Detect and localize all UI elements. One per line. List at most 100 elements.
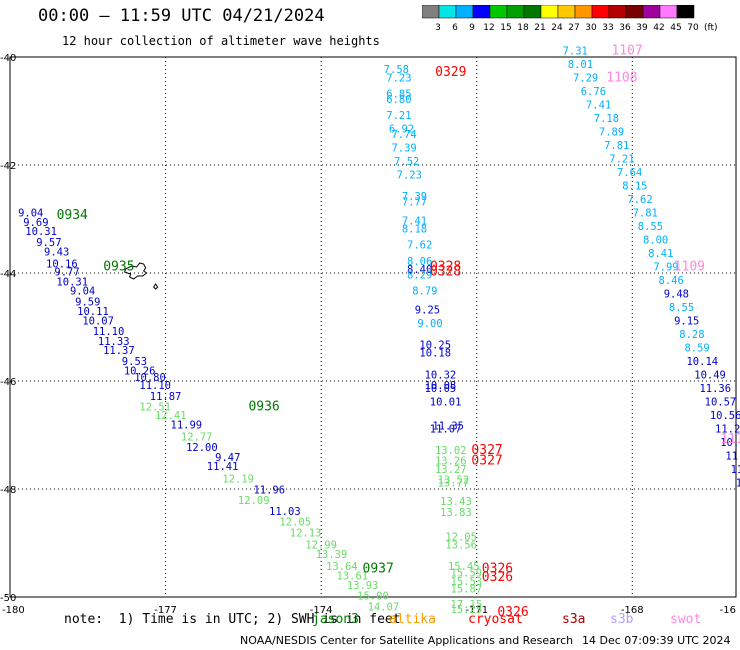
scale-label: 15 [500,23,511,33]
satellite-legend-swot: swot [670,612,702,627]
wave-height-label: 7.41 [402,215,427,227]
wave-height-label: 11.87 [150,391,182,403]
wave-height-label: 9.04 [18,207,43,219]
pass-time-label: 0327 [471,454,502,469]
pass-time-label: 0326 [497,605,528,620]
wave-height-label: 10.01 [720,437,740,449]
wave-height-label: 10.16 [46,259,78,271]
scale-label: 30 [585,23,597,33]
wave-height-label: 7.52 [394,156,419,168]
wave-height-label: 12.19 [222,474,254,486]
wave-height-label: 11.33 [98,336,130,348]
wave-height-label: 8.55 [669,302,694,314]
wave-height-label: 7.21 [386,110,411,122]
wave-height-label: 11.96 [253,484,285,496]
wave-height-label: 10.26 [124,366,156,378]
wave-height-label: 10.08 [425,380,457,392]
wave-height-label: 10.05 [425,383,457,395]
wave-height-label: 12.99 [305,539,337,551]
wave-height-label: 7.23 [386,72,411,84]
x-tick-label: -171 [465,605,488,616]
wave-height-label: 10.01 [430,396,462,408]
wave-height-label: 8.29 [407,269,432,281]
wave-height-label: 6.80 [386,94,411,106]
wave-height-label: 12.05 [445,531,477,543]
pass-time-label: 0934 [57,208,88,223]
wave-height-label: 8.06 [407,256,432,268]
satellite-legend-jason3: jason3 [312,612,359,627]
wave-height-label: 9.57 [36,237,61,249]
wave-height-label: 13.43 [440,496,472,508]
wave-height-label: 7.62 [407,240,432,252]
wave-height-label: 8.40 [407,264,432,276]
wave-height-label: 12.00 [186,442,218,454]
wave-height-label: 11.29 [715,423,740,435]
wave-height-label: 7.58 [384,64,409,76]
wave-height-label: 8.46 [659,275,684,287]
wave-height-label: 7.81 [604,140,629,152]
satellite-legend-s3b: s3b [610,612,634,627]
pass-time-label: 1109 [674,259,705,274]
scale-label: 24 [551,23,563,33]
wave-height-label: 13.52 [438,475,470,487]
pass-time-label: 1108 [606,70,637,85]
wave-height-label: 8.79 [412,286,437,298]
wave-height-label: 13.02 [435,445,467,457]
wave-height-label: 9.48 [664,288,689,300]
wave-height-label: 9.15 [674,315,699,327]
wave-height-label: 8.00 [643,234,668,246]
wave-height-label: 10.14 [686,356,718,368]
wave-height-label: 10.11 [77,306,109,318]
footer-note: note: 1) Time is in UTC; 2) SWH is in fe… [64,612,401,627]
wave-height-label: 10.78 [736,477,740,489]
scale-label: 42 [653,23,664,33]
wave-height-label: 11.37 [103,345,135,357]
pass-time-label: 0327 [471,443,502,458]
wave-height-label: 10.31 [56,276,88,288]
wave-height-label: 9.53 [122,356,147,368]
wave-height-label: 9.25 [415,305,440,317]
x-tick-label: -177 [154,605,177,616]
islet-shape [152,283,159,290]
wave-height-label: 12.77 [181,431,213,443]
wave-height-label: 9.59 [75,296,100,308]
wave-height-label: 12.13 [290,528,322,540]
wave-height-label: 7.21 [609,153,634,165]
color-scale-legend: 3 6 9 12 15 18 21 24 27 30 33 36 39 42 45 70 (ft) [422,5,718,33]
wave-height-label: 7.74 [391,129,416,141]
wave-height-label: 11.10 [93,326,125,338]
wave-height-label: 8.18 [402,224,427,236]
footer-credit: NOAA/NESDIS Center for Satellite Applica… [240,634,574,647]
wave-height-label: 10.57 [705,396,737,408]
wave-height-label: 12.41 [155,410,187,422]
scale-label: 70 [687,23,699,33]
chart-title: 00:00 — 11:59 UTC 04/21/2024 [38,6,325,26]
wave-height-label: 13.27 [435,464,467,476]
wave-height-label: 10.32 [425,369,457,381]
wave-height-label: 14.07 [368,602,400,614]
wave-height-label: 10.56 [710,410,740,422]
wave-height-label: 7.41 [586,99,611,111]
pass-time-label: 0935 [103,259,134,274]
scale-label: 27 [568,23,579,33]
wave-height-label: 12.09 [238,495,270,507]
wave-height-label: 6.92 [389,124,414,136]
wave-height-label: 15.00 [357,591,389,603]
wave-height-label: 13.26 [435,456,467,468]
wave-height-label: 10.18 [419,348,451,360]
wave-height-label: 10.49 [694,369,726,381]
wave-height-label: 12.51 [139,402,171,414]
wave-height-label: 9.77 [54,267,79,279]
wave-height-label: 7.23 [397,170,422,182]
wave-height-label: 11.41 [207,461,239,473]
wave-height-label: 9.04 [70,286,95,298]
pass-time-label: 0937 [363,562,394,577]
x-tick-label: -168 [621,605,644,616]
wave-height-label: 12.05 [279,517,311,529]
chart-subtitle: 12 hour collection of altimeter wave hei… [62,34,380,48]
wave-height-label: 7.89 [599,126,624,138]
pass-time-label: 0936 [248,400,279,415]
scale-label: 21 [534,23,545,33]
